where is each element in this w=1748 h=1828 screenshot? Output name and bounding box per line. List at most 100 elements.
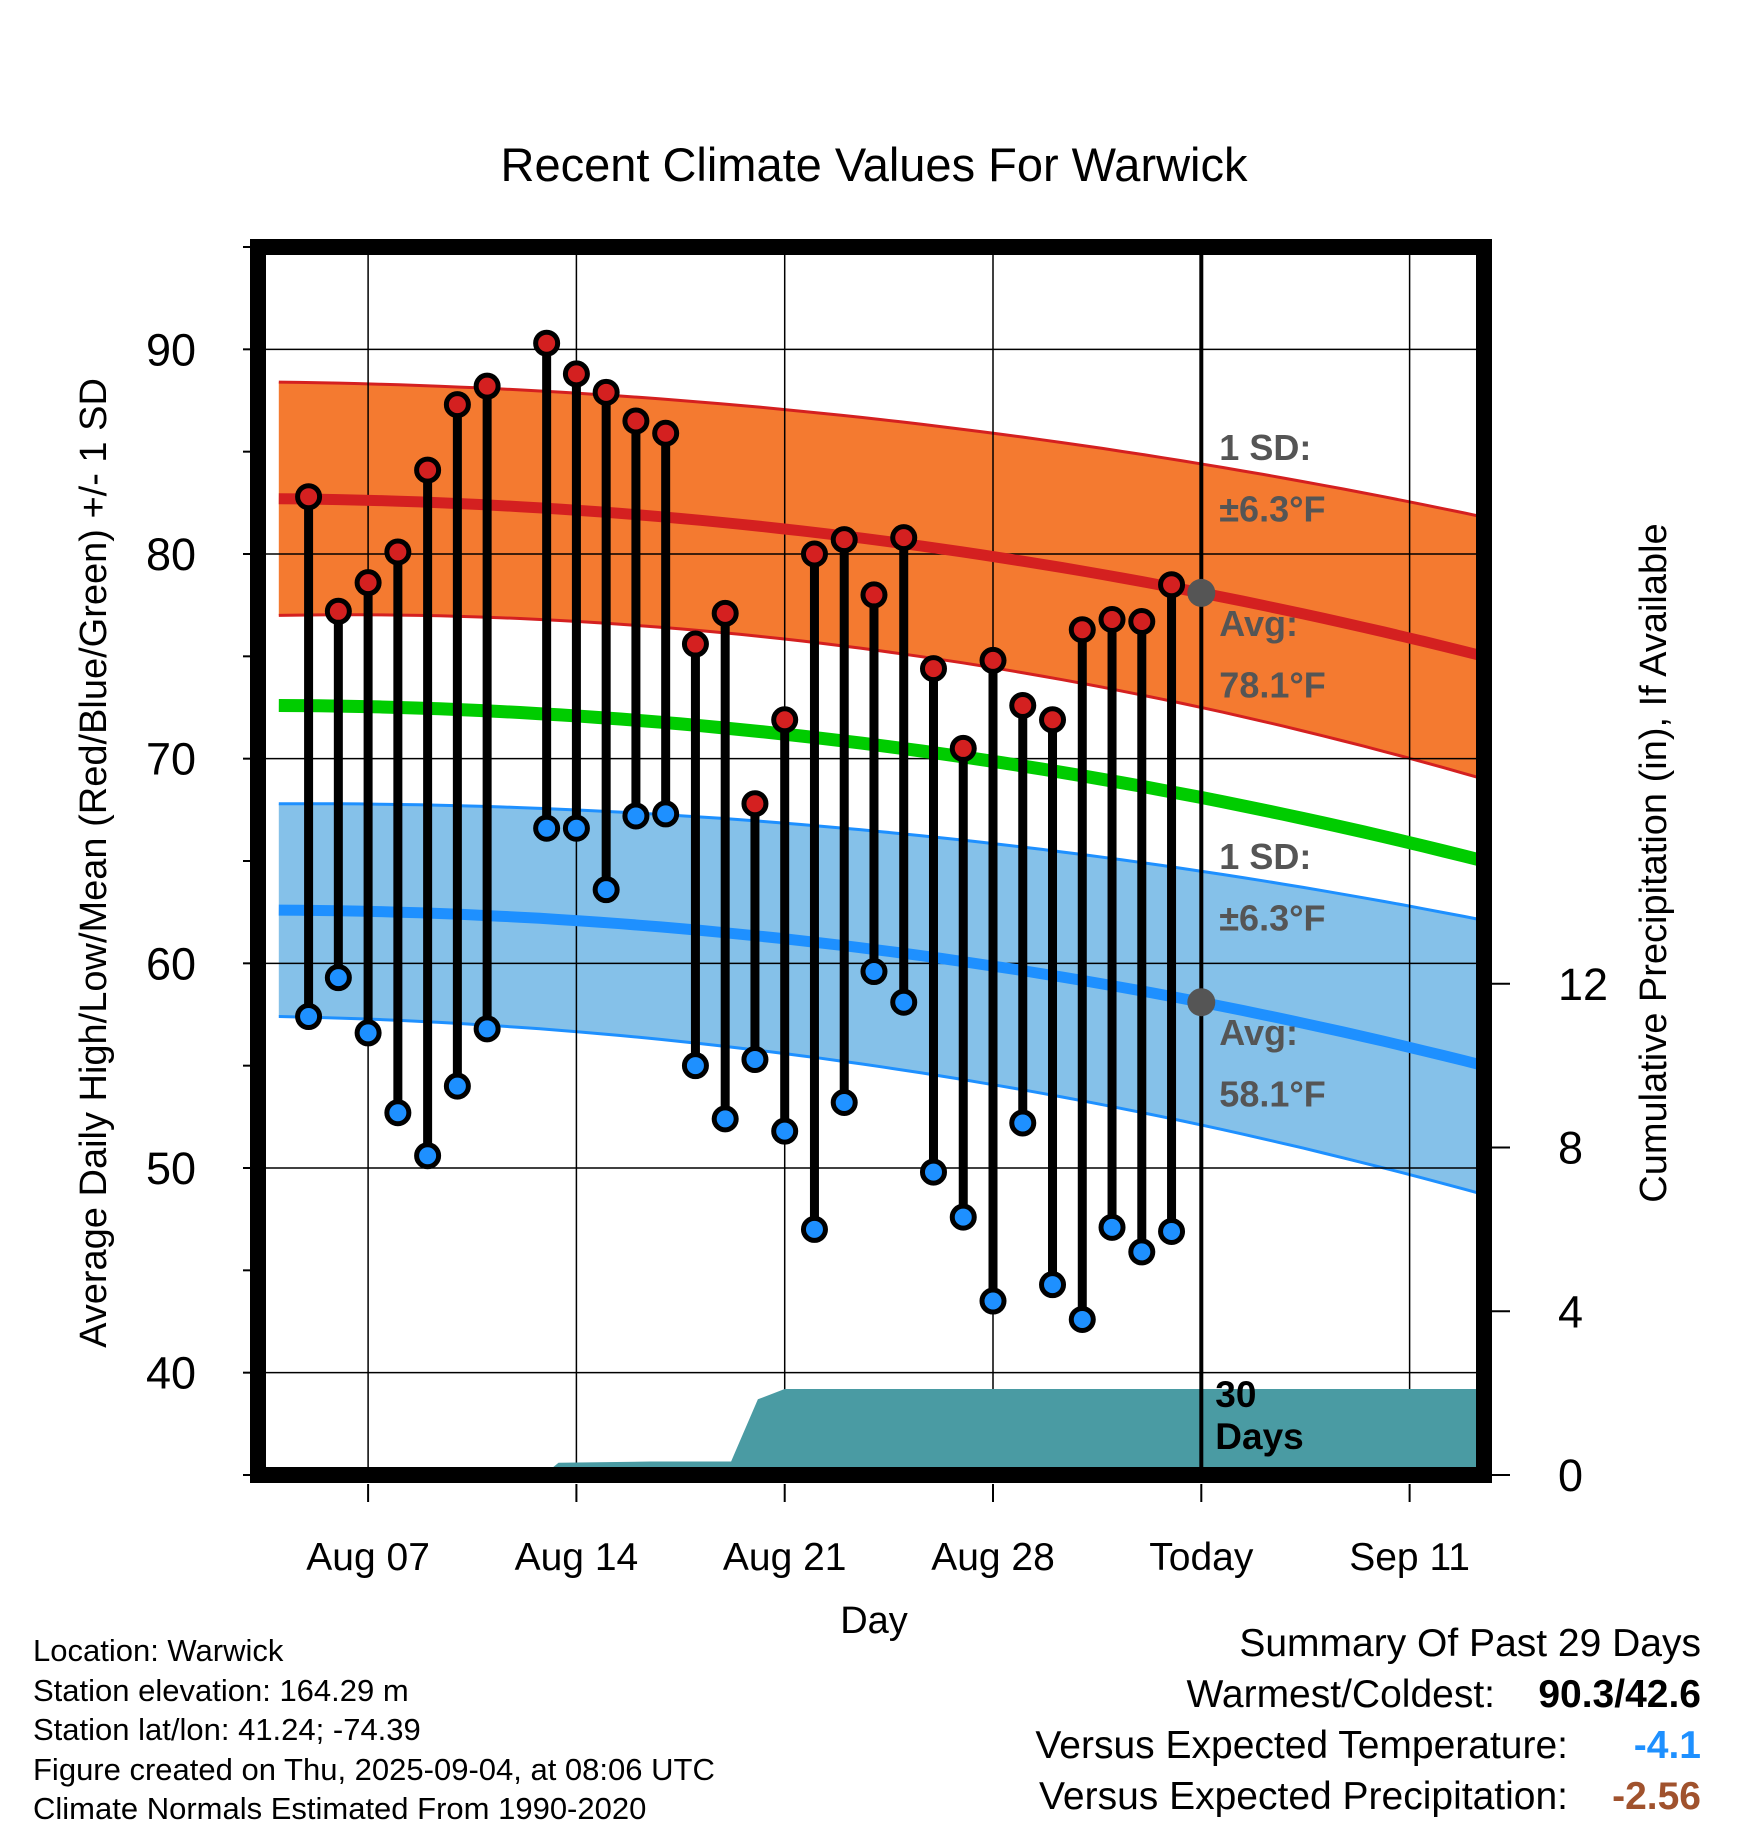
low-point — [1098, 1213, 1126, 1241]
low-point — [919, 1158, 947, 1186]
low-point — [295, 1003, 323, 1031]
high-point — [1128, 608, 1156, 636]
summary-warmest-label: Warmest/Coldest: — [1186, 1673, 1495, 1716]
low-point — [860, 958, 888, 986]
high-sd-lower-line — [278, 613, 1485, 781]
low-point — [443, 1072, 471, 1100]
high-point — [1158, 571, 1186, 599]
low-sd-annotation-line1: 1 SD: — [1219, 836, 1311, 877]
high-point — [443, 391, 471, 419]
low-point — [473, 1015, 501, 1043]
y2-tick-label: 8 — [1558, 1123, 1583, 1174]
low-point — [354, 1019, 382, 1047]
summary-temp-label: Versus Expected Temperature: — [1035, 1724, 1568, 1767]
x-tick-label: Today — [1149, 1536, 1254, 1579]
high-point — [652, 419, 680, 447]
high-point — [1039, 706, 1067, 734]
low-point — [800, 1215, 828, 1243]
y-tick-label: 60 — [146, 938, 196, 989]
today-days-label: Days — [1215, 1416, 1303, 1457]
high-avg-annotation-line2: 78.1°F — [1219, 664, 1325, 705]
high-point — [979, 646, 1007, 674]
high-point — [384, 538, 412, 566]
low-point — [592, 876, 620, 904]
y-tick-label: 50 — [146, 1143, 196, 1194]
low-sd-annotation-line2: ±6.3°F — [1219, 898, 1325, 939]
y-tick-label: 90 — [146, 324, 196, 375]
high-point — [741, 790, 769, 818]
y2-axis-label: Cumulative Precipitation (in), If Availa… — [1633, 523, 1675, 1202]
high-point — [681, 630, 709, 658]
low-point — [562, 814, 590, 842]
precip-area — [258, 1389, 1484, 1475]
low-point — [622, 802, 650, 830]
low-point — [771, 1117, 799, 1145]
high-point — [1009, 691, 1037, 719]
low-sd-band — [278, 803, 1484, 1195]
high-point — [562, 360, 590, 388]
summary-title: Summary Of Past 29 Days — [1239, 1622, 1701, 1665]
today-days-label: 30 — [1215, 1374, 1256, 1415]
high-point — [800, 540, 828, 568]
today-low-avg-marker — [1187, 988, 1216, 1017]
low-point — [949, 1203, 977, 1231]
high-avg-annotation-line1: Avg: — [1219, 603, 1298, 644]
high-point — [1098, 605, 1126, 633]
info-location: Location: Warwick — [33, 1633, 284, 1668]
mean-avg-line — [278, 699, 1486, 868]
low-point — [1128, 1238, 1156, 1266]
y2-tick-label: 4 — [1558, 1286, 1583, 1337]
high-point — [414, 456, 442, 484]
info-normals: Climate Normals Estimated From 1990-2020 — [33, 1791, 647, 1826]
y-tick-label: 70 — [146, 734, 196, 785]
summary-warmest-value: 90.3/42.6 — [1538, 1673, 1701, 1716]
high-avg-line — [278, 493, 1486, 662]
summary-precip-label: Versus Expected Precipitation: — [1039, 1775, 1568, 1818]
low-sd-upper-line — [278, 802, 1485, 922]
low-point — [890, 988, 918, 1016]
high-point — [919, 655, 947, 683]
high-point — [771, 706, 799, 734]
low-point — [1039, 1271, 1067, 1299]
low-point — [830, 1089, 858, 1117]
x-tick-label: Aug 07 — [306, 1536, 430, 1579]
x-tick-label: Aug 14 — [515, 1536, 639, 1579]
low-point — [384, 1099, 412, 1127]
info-elevation: Station elevation: 164.29 m — [33, 1673, 409, 1708]
low-point — [979, 1287, 1007, 1315]
high-point — [830, 526, 858, 554]
low-avg-annotation-line1: Avg: — [1219, 1012, 1298, 1053]
x-axis-label: Day — [840, 1600, 908, 1642]
x-tick-label: Aug 21 — [723, 1536, 847, 1579]
y-tick-label: 40 — [146, 1348, 196, 1399]
high-point — [890, 524, 918, 552]
summary-temp-value: -4.1 — [1633, 1724, 1701, 1767]
low-point — [681, 1052, 709, 1080]
high-point — [592, 378, 620, 406]
low-point — [711, 1105, 739, 1133]
info-latlon: Station lat/lon: 41.24; -74.39 — [33, 1712, 421, 1747]
high-point — [1068, 616, 1096, 644]
low-point — [1009, 1109, 1037, 1137]
info-created: Figure created on Thu, 2025-09-04, at 08… — [33, 1752, 715, 1787]
high-point — [711, 599, 739, 627]
high-point — [354, 569, 382, 597]
low-avg-line — [278, 904, 1486, 1072]
low-point — [741, 1046, 769, 1074]
high-point — [473, 372, 501, 400]
y2-tick-label: 0 — [1558, 1450, 1583, 1501]
high-sd-annotation-line1: 1 SD: — [1219, 427, 1311, 468]
summary-precip-value: -2.56 — [1612, 1775, 1701, 1818]
y2-tick-label: 12 — [1558, 959, 1608, 1010]
low-point — [652, 800, 680, 828]
chart-title: Recent Climate Values For Warwick — [501, 138, 1248, 191]
high-point — [949, 734, 977, 762]
low-point — [324, 964, 352, 992]
low-point — [1068, 1305, 1096, 1333]
high-point — [860, 581, 888, 609]
y-tick-label: 80 — [146, 529, 196, 580]
today-high-avg-marker — [1187, 578, 1216, 607]
x-tick-label: Aug 28 — [931, 1536, 1055, 1579]
low-point — [414, 1142, 442, 1170]
